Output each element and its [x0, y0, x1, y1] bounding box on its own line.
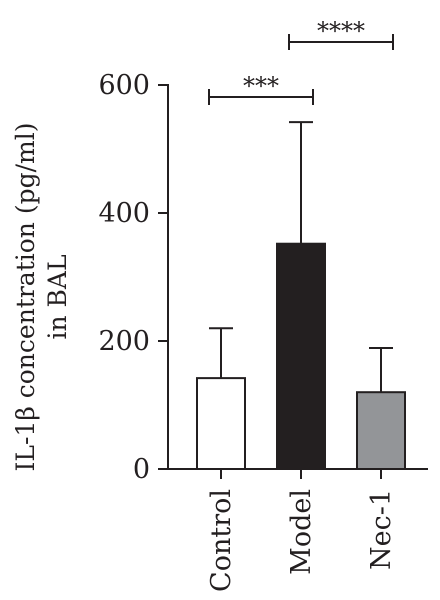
x-tick-label: Control: [206, 489, 237, 592]
y-tick-label: 600: [98, 70, 150, 101]
x-tick-label: Nec-1: [366, 489, 397, 570]
y-axis-label-continued: in BAL: [43, 254, 72, 339]
bar: [196, 377, 246, 470]
y-tick-label: 0: [133, 454, 150, 485]
y-axis-label-group: IL-1β concentration (pg/ml) in BAL: [11, 123, 72, 472]
error-bars-group: [209, 121, 393, 393]
y-axis-label: IL-1β concentration (pg/ml): [11, 123, 40, 472]
bar: [356, 391, 406, 471]
bar: [276, 242, 326, 470]
x-axis: Control Model Nec-1: [168, 468, 428, 592]
significance-label: ****: [317, 17, 365, 45]
bars-group: [196, 242, 406, 471]
x-tick-label: Model: [286, 489, 317, 575]
significance-group: *******: [208, 17, 394, 105]
y-axis: 0 200 400 600: [98, 70, 169, 485]
y-tick-label: 400: [98, 198, 150, 229]
y-tick-label: 200: [98, 326, 150, 357]
significance-label: ***: [243, 72, 279, 100]
